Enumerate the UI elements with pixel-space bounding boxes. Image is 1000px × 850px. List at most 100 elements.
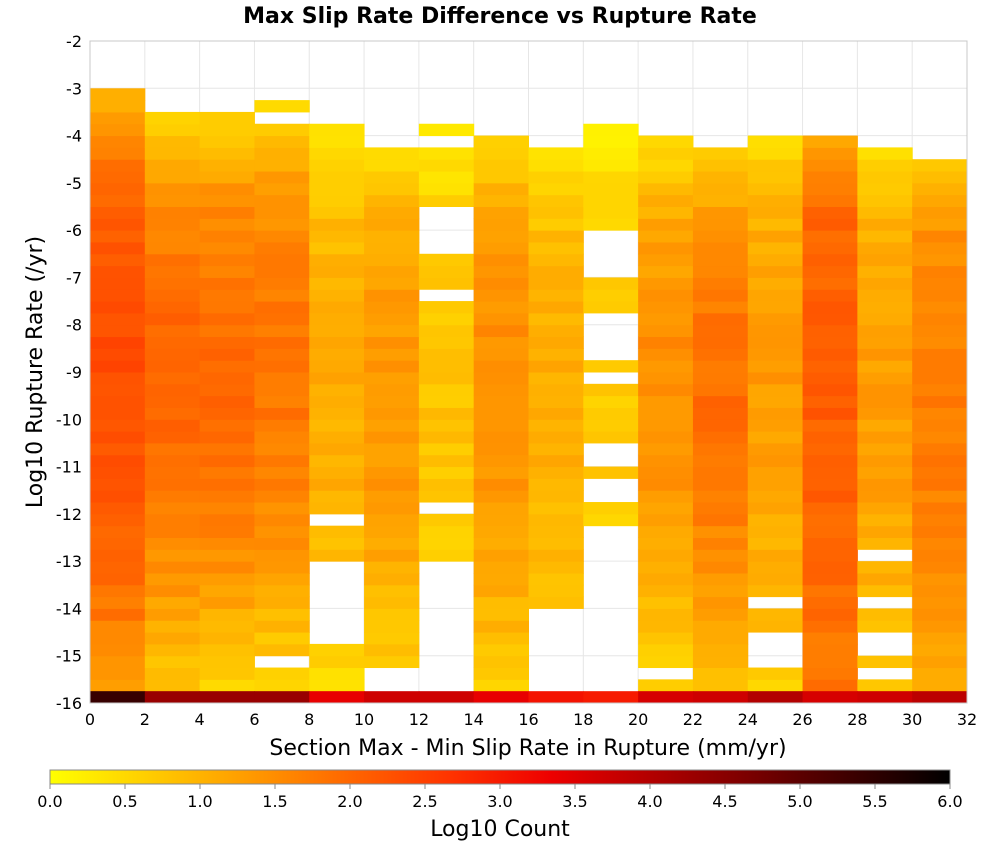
heatmap-cell (747, 324, 804, 338)
heatmap-cell (254, 301, 310, 314)
heatmap-cell (90, 596, 146, 609)
heatmap-cell (802, 230, 858, 243)
heatmap-cell (802, 253, 858, 267)
heatmap-cell (90, 372, 146, 385)
heatmap-cell (199, 407, 255, 420)
heatmap-cell (857, 147, 913, 160)
x-tick-label: 26 (792, 710, 812, 729)
heatmap-cell (254, 230, 310, 243)
heatmap-cell (144, 312, 201, 326)
heatmap-cell (90, 348, 146, 361)
heatmap-cell (90, 301, 146, 314)
heatmap-cell (802, 360, 858, 373)
heatmap-cell (692, 454, 749, 468)
heatmap-cell (364, 620, 420, 633)
heatmap-cell (747, 147, 804, 160)
heatmap-cell (90, 561, 146, 574)
heatmap-cell (144, 679, 201, 692)
heatmap-cell (199, 454, 255, 468)
heatmap-cell (254, 182, 310, 196)
heatmap-cell-bottom (802, 691, 858, 703)
x-tick-label: 24 (738, 710, 758, 729)
heatmap-cell (364, 159, 420, 172)
heatmap-cell (473, 679, 529, 692)
heatmap-cell (144, 407, 201, 420)
heatmap-cell (747, 442, 804, 456)
heatmap-cell (418, 182, 475, 196)
heatmap-cell (199, 667, 255, 680)
heatmap-cell (418, 147, 475, 160)
heatmap-cell (692, 312, 749, 326)
heatmap-cell (747, 206, 804, 219)
heatmap-cell (199, 395, 255, 408)
heatmap-cell (90, 525, 146, 538)
heatmap-cell (364, 596, 420, 609)
heatmap-cell (199, 360, 255, 373)
heatmap-cell (418, 478, 475, 491)
heatmap-cell (473, 383, 529, 397)
heatmap-cell (912, 632, 968, 645)
heatmap-cell (473, 419, 529, 432)
heatmap-cell (857, 324, 913, 338)
heatmap-cell (802, 431, 858, 444)
heatmap-cell (528, 502, 584, 515)
heatmap-cell (638, 596, 694, 609)
heatmap-cell (638, 372, 694, 385)
colorbar-tick-label: 2.0 (337, 792, 362, 811)
x-tick-label: 6 (249, 710, 259, 729)
heatmap-cell (90, 537, 146, 550)
heatmap-cell (254, 100, 310, 113)
heatmap-cell (912, 572, 968, 586)
heatmap-cell (692, 549, 749, 562)
heatmap-cell (583, 206, 639, 219)
heatmap-cell (418, 123, 475, 137)
heatmap-cell (638, 336, 694, 349)
heatmap-cell (90, 111, 146, 125)
heatmap-cell (364, 324, 420, 338)
heatmap-cell (254, 348, 310, 361)
heatmap-cell (747, 454, 804, 468)
heatmap-cell (144, 572, 201, 586)
heatmap-cell (747, 182, 804, 196)
heatmap-cell-bottom (90, 691, 146, 703)
heatmap-cell (144, 230, 201, 243)
heatmap-cell (747, 253, 804, 267)
heatmap-cell (90, 88, 146, 101)
heatmap-cell (473, 194, 529, 207)
heatmap-cell (802, 454, 858, 468)
y-tick-label: -15 (56, 647, 82, 666)
heatmap-cell (802, 442, 858, 456)
heatmap-cells (90, 88, 968, 703)
heatmap-cell (912, 679, 968, 692)
heatmap-cell (747, 336, 804, 349)
heatmap-cell (144, 289, 201, 302)
heatmap-cell (364, 490, 420, 503)
heatmap-cell (254, 312, 310, 326)
heatmap-cell (90, 324, 146, 338)
heatmap-cell (528, 395, 584, 408)
heatmap-cell (199, 135, 255, 148)
heatmap-cell (364, 360, 420, 373)
heatmap-cell (418, 159, 475, 172)
heatmap-cell (90, 277, 146, 290)
y-tick-label: -6 (66, 221, 82, 240)
heatmap-cell (199, 265, 255, 278)
heatmap-cell (638, 395, 694, 408)
heatmap-cell (912, 608, 968, 621)
heatmap-cell (199, 171, 255, 184)
heatmap-cell (583, 301, 639, 314)
heatmap-cell (747, 419, 804, 432)
heatmap-cell (199, 206, 255, 219)
heatmap-cell (254, 454, 310, 468)
heatmap-cell (309, 537, 365, 550)
heatmap-cell (418, 253, 475, 267)
heatmap-cell (747, 218, 804, 231)
heatmap-cell (144, 478, 201, 491)
heatmap-cell (528, 454, 584, 468)
heatmap-cell-bottom (528, 691, 584, 703)
heatmap-cell (638, 620, 694, 633)
heatmap-cell (90, 667, 146, 680)
heatmap-cell (857, 301, 913, 314)
heatmap-cell (692, 230, 749, 243)
heatmap-cell (692, 655, 749, 669)
